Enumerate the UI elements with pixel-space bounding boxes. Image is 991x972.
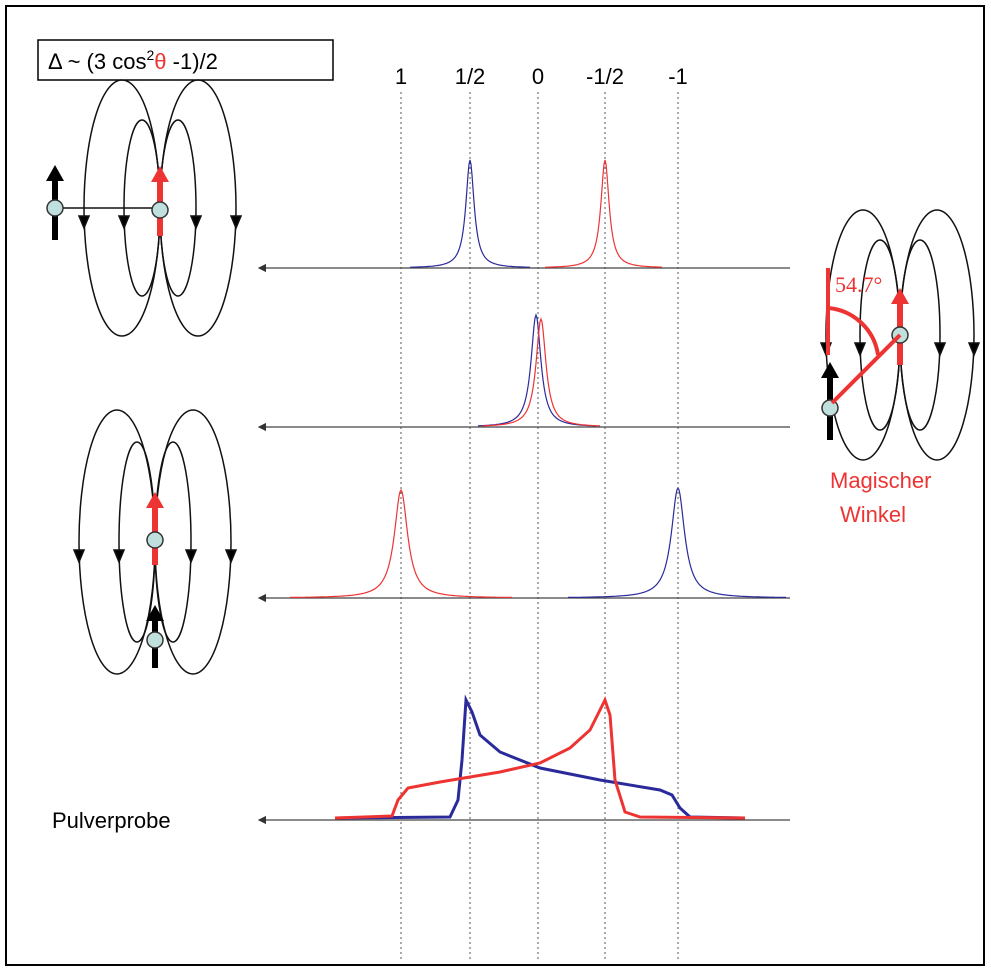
spin-head [146, 605, 164, 621]
spin-dot [151, 201, 169, 219]
angle-label: 54.7° [835, 272, 882, 297]
formula-box [37, 39, 334, 81]
axis-label: 0 [532, 64, 544, 89]
formula-sup: 2 [146, 47, 154, 63]
spin-head [891, 288, 909, 304]
axis-label: -1 [668, 64, 688, 89]
axis-label: 1/2 [455, 64, 486, 89]
powder-red [334, 696, 746, 820]
peak [409, 159, 531, 268]
spin-head [146, 492, 164, 508]
magic-label: Winkel [840, 502, 906, 527]
spin-dot [821, 399, 839, 417]
arrowhead [224, 549, 238, 564]
formula: Δ ~ (3 cos2θ -1)/2 [48, 47, 218, 74]
arrowhead [933, 342, 947, 357]
angle-arc [827, 306, 880, 356]
arrowhead [117, 215, 131, 230]
arrowhead [72, 549, 86, 564]
arrowhead [184, 549, 198, 564]
peak [290, 488, 512, 598]
arrowhead [77, 215, 91, 230]
formula-suffix: -1)/2 [167, 49, 218, 74]
spin-head [151, 166, 169, 182]
powder-blue [334, 694, 746, 820]
spin-dot [46, 199, 64, 217]
formula-theta: θ [154, 49, 166, 74]
axis-label: -1/2 [586, 64, 624, 89]
spin-head [821, 362, 839, 378]
spin-dot [146, 531, 164, 549]
arrowhead [853, 342, 867, 357]
peak [544, 159, 663, 268]
arrowhead [967, 342, 981, 357]
peak [568, 486, 786, 598]
powder-label: Pulverprobe [52, 808, 171, 833]
arrowhead [189, 215, 203, 230]
arrowhead [112, 549, 126, 564]
spin-dot [146, 631, 164, 649]
formula-prefix: Δ ~ (3 cos [48, 49, 146, 74]
magic-label: Magischer [830, 468, 931, 493]
axis-label: 1 [395, 64, 407, 89]
frame [5, 5, 985, 966]
arrowhead [229, 215, 243, 230]
spin-head [46, 165, 64, 181]
peak [482, 317, 600, 427]
angle-line [830, 333, 902, 405]
